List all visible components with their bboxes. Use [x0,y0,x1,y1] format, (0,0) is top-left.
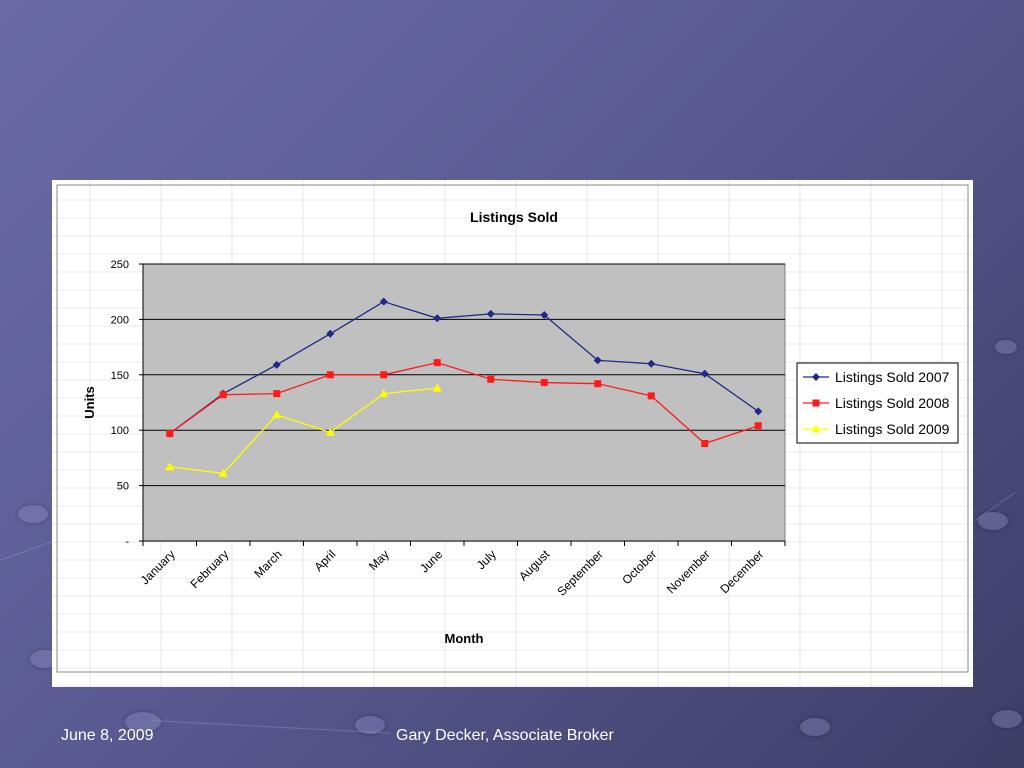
legend-label: Listings Sold 2008 [835,395,950,411]
data-point [540,379,548,387]
data-point [272,360,281,369]
data-point [325,427,335,436]
data-point [812,399,820,407]
x-tick-label: September [554,547,605,598]
data-point [433,359,441,367]
background-line [149,720,390,734]
y-tick-label: 150 [111,370,129,382]
x-tick-label: July [474,547,499,572]
series-listings-sold-2008 [166,359,762,447]
x-tick-label: January [138,547,178,587]
x-tick-label: February [188,547,232,591]
y-tick-label: 100 [111,425,129,437]
chart-title: Listings Sold [470,209,558,225]
data-point [811,424,821,433]
series-line [169,361,759,445]
background-bubble [18,505,48,523]
data-point [218,468,228,477]
chart-border [56,184,969,673]
data-point [812,373,820,381]
data-point [486,309,495,318]
plot-area [142,263,786,542]
x-tick-label: April [311,547,338,574]
series-line [169,387,438,475]
data-point [379,389,389,398]
data-point [272,410,282,419]
x-tick-label: June [417,547,446,576]
data-point [594,380,602,388]
background-bubble [978,512,1008,530]
series-listings-sold-2007 [165,297,763,438]
background-bubble [355,716,385,734]
data-point [754,407,763,416]
data-point [326,329,335,338]
y-axis-label: Units [82,386,97,419]
x-tick-label: March [251,547,284,580]
background-line [0,539,57,561]
legend-label: Listings Sold 2009 [835,421,950,437]
series-line [169,300,759,435]
y-tick-label: - [125,536,129,548]
data-point [380,371,388,379]
background-bubble [995,340,1017,354]
x-tick-label: October [619,547,659,587]
data-point [219,391,227,399]
data-point [701,439,709,447]
chart-panel: Listings Sold - 50 100 150 200 250 January Feb… [52,180,973,687]
data-point [165,462,175,471]
background-bubble [800,718,830,736]
legend-label: Listings Sold 2007 [835,369,950,385]
data-point [326,371,334,379]
data-point [540,310,549,319]
data-point [166,430,174,438]
series-listings-sold-2009 [165,383,442,477]
data-point [432,383,442,392]
data-point [700,369,709,378]
chart: Listings Sold - 50 100 150 200 250 January Feb… [52,180,973,687]
data-point [487,375,495,383]
legend: Listings Sold 2007 Listings Sold 2008 List… [796,362,959,444]
footer-author: Gary Decker, Associate Broker [396,727,614,744]
data-point [433,314,442,323]
data-point [593,356,602,365]
y-tick-label: 50 [117,481,129,493]
y-tick-label: 200 [111,314,129,326]
x-tick-label: December [717,547,766,596]
data-point [647,392,655,400]
data-point [273,390,281,398]
x-tick-label: November [664,547,713,596]
x-tick-label: May [366,547,392,573]
data-point [379,297,388,306]
x-axis-label: Month [445,631,484,646]
data-point [754,422,762,430]
y-tick-label: 250 [111,259,129,271]
data-point [647,359,656,368]
background-bubble [125,712,161,732]
footer-date: June 8, 2009 [61,727,154,744]
background-bubble [992,710,1022,728]
